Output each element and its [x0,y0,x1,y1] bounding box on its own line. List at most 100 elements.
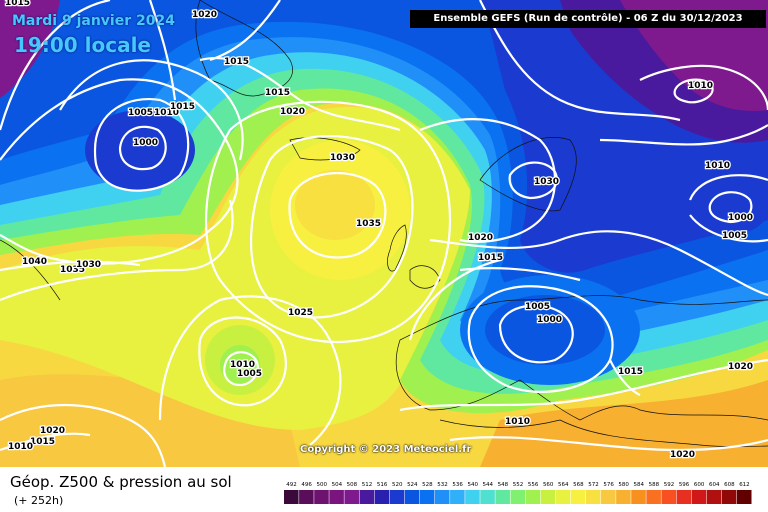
legend-swatch [404,490,420,504]
legend-label: 612 [739,482,750,488]
pressure-label: 1010 [705,161,730,171]
pressure-label: 1015 [618,367,643,377]
pressure-label: 1030 [76,260,101,270]
pressure-label: 1015 [170,102,195,112]
legend-swatch [419,490,435,504]
legend-label: 496 [301,482,312,488]
legend-label: 576 [603,482,614,488]
legend-swatch [359,490,375,504]
chart-title: Géop. Z500 & pression au sol [10,473,232,491]
pressure-label: 1000 [133,138,158,148]
isobars [0,0,768,467]
pressure-label: 1020 [728,362,753,372]
pressure-label: 1005 [525,302,550,312]
pressure-label: 1000 [537,315,562,325]
legend-swatch [450,490,465,504]
legend-label: 552 [513,482,524,488]
color-scale-legend: 492 496 500 504 508 512 516 520 524 528 532 536 540 5… [284,482,752,504]
legend-swatch [374,490,390,504]
pressure-label: 1005 [128,108,153,118]
legend-swatch [314,490,329,504]
pressure-label: 1015 [30,437,55,447]
legend-label: 580 [618,482,629,488]
legend-swatch [691,490,707,504]
map-canvas: 1020 1015 1015 1015 1005 1010 1015 1000 … [0,0,768,467]
legend-label: 536 [452,482,463,488]
pressure-label: 1030 [330,153,355,163]
pressure-label: 1030 [534,177,559,187]
legend-swatch [616,490,631,504]
legend-label: 544 [483,482,494,488]
legend-swatch [646,490,661,504]
legend-swatch [465,490,480,504]
legend-swatch [284,490,299,504]
model-run-info: Ensemble GEFS (Run de contrôle) - 06 Z d… [410,10,766,28]
pressure-label: 1010 [154,108,179,118]
pressure-label: 1015 [224,57,249,67]
legend-label: 560 [543,482,554,488]
pressure-label: 1020 [40,426,65,436]
pressure-label: 1005 [237,369,262,379]
legend-label: 492 [286,482,297,488]
legend-label: 572 [588,482,599,488]
legend-label: 504 [332,482,343,488]
legend-label: 516 [377,482,388,488]
forecast-date: Mardi 9 janvier 2024 [12,13,175,29]
pressure-label: 1035 [60,265,85,275]
legend-label: 556 [528,482,539,488]
legend-swatch [706,490,722,504]
legend-swatch [555,490,571,504]
legend-swatch [480,490,495,504]
legend-label: 608 [724,482,735,488]
pressure-label: 1010 [230,360,255,370]
legend-label: 532 [437,482,448,488]
legend-swatch [585,490,601,504]
pressure-label: 1035 [356,219,381,229]
legend-swatch [540,490,556,504]
pressure-label: 1015 [5,0,30,8]
legend-swatch [736,490,752,504]
pressure-label: 1040 [22,257,47,267]
pressure-label: 1020 [192,10,217,20]
pressure-label: 1005 [722,231,747,241]
legend-swatch [434,490,450,504]
pressure-labels: 1020 1015 1015 1015 1005 1010 1015 1000 … [4,0,755,461]
legend-swatch [721,490,737,504]
pressure-label: 1025 [288,308,313,318]
legend-label: 512 [362,482,373,488]
legend-swatch [661,490,677,504]
pressure-label: 1010 [8,442,33,452]
legend-label: 596 [679,482,690,488]
legend-swatch [389,490,405,504]
legend-swatch [344,490,359,504]
pressure-label: 1015 [265,88,290,98]
legend-swatch [525,490,541,504]
legend-label: 520 [392,482,403,488]
legend-label: 564 [558,482,569,488]
copyright-notice: Copyright © 2023 Meteociel.fr [300,444,472,455]
pressure-label: 1010 [688,81,713,91]
legend-swatch [299,490,314,504]
legend-swatch [631,490,646,504]
legend-swatch [676,490,692,504]
pressure-label: 1020 [468,233,493,243]
legend-label: 604 [709,482,720,488]
legend-label: 508 [347,482,358,488]
legend-label: 540 [467,482,478,488]
pressure-label: 1000 [728,213,753,223]
legend-label: 600 [694,482,705,488]
legend-label: 568 [573,482,584,488]
forecast-range: (+ 252h) [14,494,64,507]
legend-label: 584 [634,482,645,488]
legend-label: 588 [649,482,660,488]
pressure-label: 1020 [670,450,695,460]
forecast-time: 19:00 locale [14,33,151,57]
pressure-label: 1015 [478,253,503,263]
pressure-label: 1020 [280,107,305,117]
legend-label: 528 [422,482,433,488]
legend-swatch [570,490,586,504]
legend-label: 548 [498,482,509,488]
legend-label: 500 [316,482,327,488]
legend-swatch [601,490,616,504]
